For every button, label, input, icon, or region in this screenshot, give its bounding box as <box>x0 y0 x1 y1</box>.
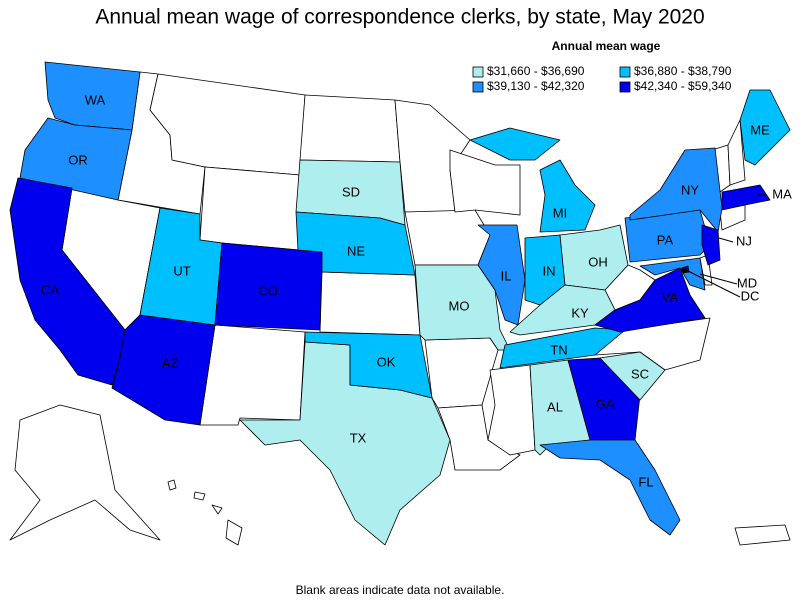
legend-label: $39,130 - $42,320 <box>487 79 585 93</box>
state-label: IN <box>543 263 556 278</box>
state <box>149 73 306 176</box>
state-label: FL <box>638 474 653 489</box>
state-label: AZ <box>162 355 179 370</box>
state <box>727 119 746 186</box>
state-label: ME <box>750 122 770 137</box>
state-label: WA <box>85 92 106 107</box>
state <box>319 271 421 336</box>
legend-swatch <box>472 81 484 93</box>
state <box>19 117 133 201</box>
state <box>469 127 596 233</box>
state <box>599 351 666 401</box>
state <box>477 224 526 326</box>
state-label: CO <box>258 283 278 298</box>
state-label: SD <box>342 184 360 199</box>
state-label: NE <box>347 243 365 258</box>
state-label: AL <box>547 399 563 414</box>
state-label: PA <box>657 232 674 247</box>
state <box>9 404 161 541</box>
state <box>721 184 771 211</box>
state <box>299 94 401 163</box>
state <box>509 284 616 336</box>
leader-line <box>718 237 734 243</box>
leader-line <box>699 273 738 285</box>
state <box>739 89 791 166</box>
state-label: GA <box>596 396 615 411</box>
state-label: UT <box>173 263 190 278</box>
state <box>295 211 416 276</box>
state-label: OK <box>377 354 396 369</box>
states <box>9 61 791 546</box>
map-title: Annual mean wage of correspondence clerk… <box>95 6 704 29</box>
state <box>199 166 301 251</box>
state <box>111 314 216 426</box>
state-label: OR <box>68 152 88 167</box>
state <box>9 177 126 386</box>
state-label: MI <box>553 205 567 220</box>
legend: Annual mean wage $31,660 - $36,690 $36,88… <box>472 39 732 93</box>
state <box>639 257 706 291</box>
legend-label: $42,340 - $59,340 <box>634 79 732 93</box>
state-label: MA <box>772 186 792 201</box>
state-label: TN <box>550 342 567 357</box>
state-label: SC <box>631 366 649 381</box>
state-label: NY <box>681 182 699 197</box>
state <box>167 479 243 546</box>
state-labels: WA OR CA AZ UT CO SD NE TX OK MO IL IN M… <box>41 92 792 489</box>
leader-line <box>685 269 741 298</box>
state <box>199 324 306 426</box>
state-label: MO <box>449 298 470 313</box>
state <box>487 364 536 456</box>
state-label: CA <box>41 282 59 297</box>
state <box>499 327 626 369</box>
state-label: VA <box>662 289 679 304</box>
state <box>404 209 491 266</box>
state-label: KY <box>571 305 589 320</box>
state <box>424 337 499 409</box>
legend-label: $36,880 - $38,790 <box>634 64 732 78</box>
state-label: IL <box>501 268 512 283</box>
state <box>734 524 791 546</box>
state-label: NJ <box>736 233 752 248</box>
state <box>214 242 323 331</box>
state-label: DC <box>741 288 760 303</box>
state-label: TX <box>350 430 367 445</box>
state <box>449 149 521 216</box>
state <box>437 404 521 471</box>
state <box>701 224 721 266</box>
legend-swatch <box>619 66 631 78</box>
footnote: Blank areas indicate data not available. <box>296 583 505 597</box>
legend-swatch <box>619 81 631 93</box>
state-label: OH <box>588 254 608 269</box>
legend-label: $31,660 - $36,690 <box>487 64 585 78</box>
state <box>539 439 681 536</box>
dc-marker <box>681 267 687 273</box>
legend-swatch <box>472 66 484 78</box>
state-label: MD <box>737 275 757 290</box>
legend-title: Annual mean wage <box>552 39 661 53</box>
state <box>304 331 433 399</box>
